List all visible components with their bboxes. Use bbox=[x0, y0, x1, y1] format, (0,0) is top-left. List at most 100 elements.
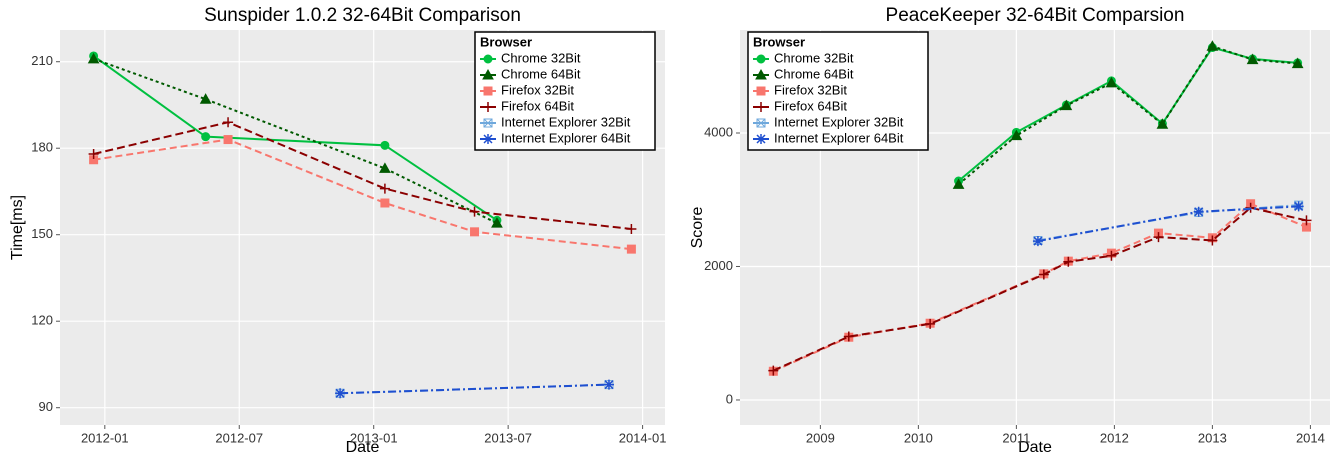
chart-title: PeaceKeeper 32-64Bit Comparsion bbox=[886, 5, 1185, 26]
legend-label: Firefox 64Bit bbox=[501, 98, 574, 113]
marker bbox=[87, 52, 100, 64]
marker-shape bbox=[379, 162, 391, 173]
marker bbox=[843, 331, 854, 342]
y-tick-label: 4000 bbox=[704, 124, 733, 139]
marker-shape bbox=[483, 54, 493, 64]
marker bbox=[756, 102, 766, 112]
marker-shape bbox=[1246, 53, 1259, 65]
marker-shape bbox=[626, 223, 637, 234]
legend-label: Firefox 64Bit bbox=[774, 98, 847, 113]
marker-shape bbox=[380, 198, 390, 208]
x-tick-label: 2011 bbox=[1002, 430, 1030, 445]
marker-shape bbox=[768, 365, 779, 376]
marker-shape bbox=[223, 135, 233, 145]
marker-shape bbox=[379, 183, 390, 194]
y-tick-label: 180 bbox=[31, 140, 53, 155]
marker-shape bbox=[756, 118, 766, 128]
legend-label: Chrome 32Bit bbox=[774, 50, 854, 65]
series-line bbox=[93, 138, 632, 251]
marker bbox=[1207, 235, 1218, 246]
marker-shape bbox=[469, 206, 480, 217]
y-tick-label: 210 bbox=[31, 53, 53, 68]
x-tick-label: 2010 bbox=[904, 430, 933, 445]
y-axis-label: Time[ms] bbox=[9, 195, 26, 260]
marker bbox=[1293, 201, 1304, 212]
marker bbox=[768, 365, 779, 376]
legend-box bbox=[474, 31, 656, 151]
x-tick-label: 2013-07 bbox=[484, 430, 532, 445]
marker bbox=[483, 134, 493, 144]
legend-label: Internet Explorer 64Bit bbox=[774, 130, 904, 145]
legend-label: Chrome 32Bit bbox=[501, 50, 581, 65]
legend-label: Firefox 32Bit bbox=[501, 82, 574, 97]
marker-shape bbox=[1207, 235, 1218, 246]
marker-shape bbox=[1206, 40, 1219, 51]
marker bbox=[756, 86, 766, 96]
x-tick-label: 2012-01 bbox=[81, 430, 129, 445]
series-line bbox=[340, 383, 610, 395]
marker-shape bbox=[1063, 256, 1074, 267]
legend-label: Internet Explorer 32Bit bbox=[501, 114, 631, 129]
x-axis-label: Date bbox=[1018, 439, 1052, 456]
marker bbox=[1156, 118, 1169, 129]
marker-shape bbox=[483, 86, 493, 96]
marker bbox=[1106, 250, 1117, 261]
marker-shape bbox=[88, 148, 99, 159]
x-tick-label: 2013 bbox=[1198, 430, 1227, 445]
marker bbox=[380, 140, 390, 150]
marker bbox=[1032, 236, 1043, 247]
legend-box bbox=[747, 31, 929, 151]
marker bbox=[88, 148, 99, 159]
legend-label: Chrome 64Bit bbox=[774, 66, 854, 81]
marker bbox=[756, 134, 766, 144]
marker bbox=[483, 54, 493, 64]
x-tick-label: 2014 bbox=[1296, 430, 1325, 445]
marker-shape bbox=[603, 379, 614, 390]
marker bbox=[223, 117, 234, 128]
legend-label: Chrome 64Bit bbox=[501, 66, 581, 81]
marker bbox=[626, 223, 637, 234]
marker bbox=[1060, 99, 1073, 111]
marker-shape bbox=[199, 93, 212, 104]
series-line bbox=[772, 206, 1307, 372]
marker-shape bbox=[380, 140, 390, 150]
marker bbox=[1063, 256, 1074, 267]
y-tick-label: 2000 bbox=[704, 258, 733, 273]
marker bbox=[1038, 269, 1049, 280]
marker bbox=[482, 68, 494, 80]
marker bbox=[1010, 129, 1023, 141]
x-tick-label: 2014-01 bbox=[619, 430, 667, 445]
marker-shape bbox=[756, 86, 766, 96]
y-tick-label: 150 bbox=[31, 226, 53, 241]
marker bbox=[603, 379, 614, 390]
y-tick-label: 90 bbox=[39, 399, 53, 414]
marker-shape bbox=[626, 244, 636, 254]
marker bbox=[1246, 53, 1259, 65]
marker bbox=[469, 206, 480, 217]
marker bbox=[380, 198, 390, 208]
marker-shape bbox=[843, 331, 854, 342]
x-tick-label: 2009 bbox=[806, 430, 835, 445]
marker-shape bbox=[1153, 232, 1164, 243]
marker bbox=[483, 118, 493, 128]
marker-shape bbox=[1193, 206, 1204, 217]
marker bbox=[379, 162, 391, 173]
series-line bbox=[957, 46, 1298, 182]
marker-shape bbox=[952, 178, 965, 189]
series-line bbox=[957, 45, 1298, 186]
marker-shape bbox=[756, 54, 766, 64]
marker bbox=[756, 54, 766, 64]
y-axis-label: Score bbox=[689, 207, 706, 249]
marker bbox=[201, 132, 211, 142]
marker bbox=[1291, 57, 1304, 69]
marker bbox=[1206, 40, 1219, 51]
marker-shape bbox=[1010, 129, 1023, 141]
marker bbox=[335, 388, 346, 399]
marker bbox=[223, 135, 233, 145]
x-tick-label: 2013-01 bbox=[350, 430, 398, 445]
marker bbox=[755, 68, 767, 80]
marker bbox=[1105, 76, 1118, 88]
x-tick-label: 2012 bbox=[1100, 430, 1129, 445]
marker-shape bbox=[491, 217, 503, 228]
marker-shape bbox=[87, 52, 100, 64]
